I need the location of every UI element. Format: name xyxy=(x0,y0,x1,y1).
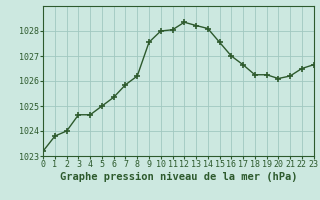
X-axis label: Graphe pression niveau de la mer (hPa): Graphe pression niveau de la mer (hPa) xyxy=(60,172,297,182)
